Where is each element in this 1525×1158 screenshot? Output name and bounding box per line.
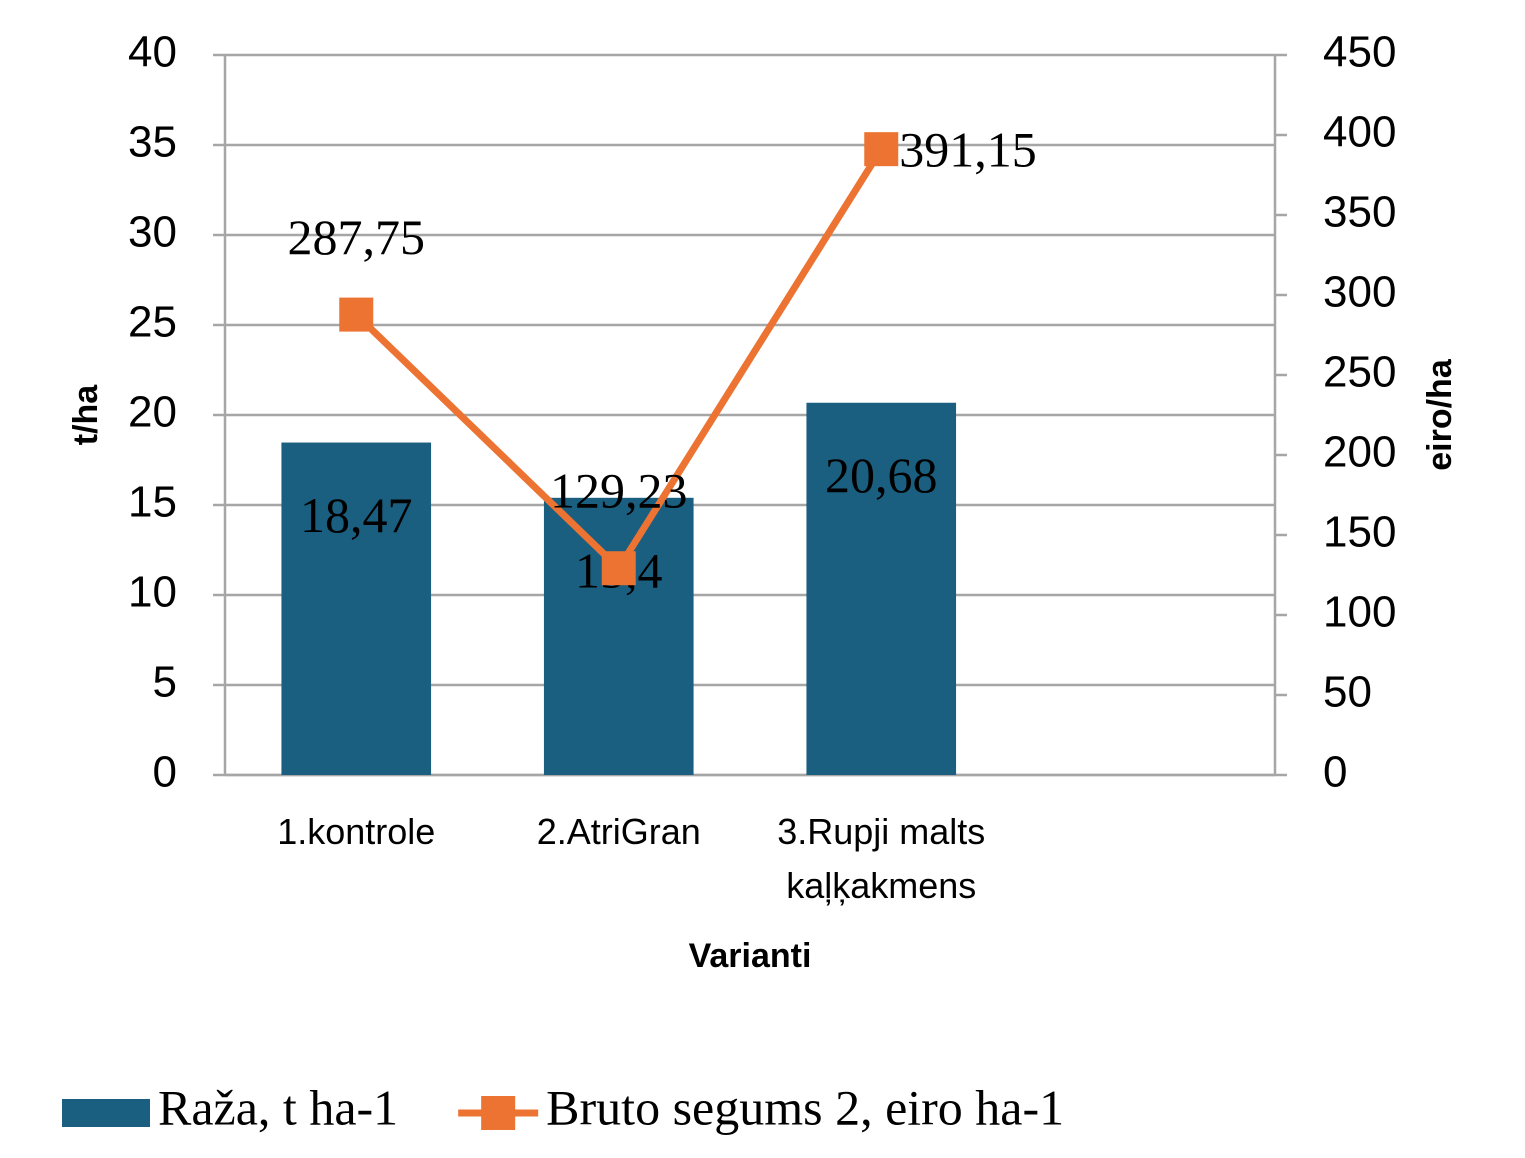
y-tick-label: 0 <box>153 748 177 797</box>
y2-tick-label: 150 <box>1323 508 1396 557</box>
data-label: 20,68 <box>825 447 938 503</box>
x-tick-label: 1.kontrole <box>277 811 436 852</box>
bar <box>806 402 957 775</box>
y-tick-label: 15 <box>128 478 177 527</box>
legend-swatch <box>62 1099 150 1127</box>
y-tick-label: 5 <box>153 658 177 707</box>
y-tick-label: 35 <box>128 118 177 167</box>
y-tick-label: 25 <box>128 298 177 347</box>
data-label: 129,23 <box>550 463 688 519</box>
x-tick-label-box: 3.Rupji malts kaļķakmens <box>777 811 986 906</box>
y2-tick-label: 250 <box>1323 348 1396 397</box>
legend-label: Bruto segums 2, eiro ha-1 <box>546 1079 1064 1135</box>
y-tick-label: 40 <box>128 28 177 77</box>
y2-tick-label: 450 <box>1323 28 1396 77</box>
line-marker <box>601 551 636 586</box>
bar <box>281 442 432 775</box>
legend-label: Raža, t ha-1 <box>158 1079 398 1135</box>
y2-axis-title: eiro/ha <box>1421 358 1459 471</box>
data-label: 391,15 <box>899 122 1037 178</box>
y2-tick-label: 300 <box>1323 268 1396 317</box>
y-tick-label: 10 <box>128 568 177 617</box>
line-marker <box>864 132 899 167</box>
y-axis-title: t/ha <box>67 384 105 446</box>
line-marker <box>339 297 374 332</box>
x-tick-label-box: 2.AtriGran <box>536 811 701 852</box>
x-tick-label-box: 1.kontrole <box>277 811 436 852</box>
y2-tick-label: 400 <box>1323 108 1396 157</box>
y2-tick-label: 200 <box>1323 428 1396 477</box>
x-axis-title: Varianti <box>689 937 812 975</box>
data-label: 287,75 <box>288 209 426 265</box>
x-tick-label: 3.Rupji malts kaļķakmens <box>777 811 986 906</box>
legend-marker <box>481 1096 516 1130</box>
y2-tick-label: 100 <box>1323 588 1396 637</box>
y-tick-label: 30 <box>128 208 177 257</box>
data-label: 18,47 <box>300 487 413 543</box>
y-tick-label: 20 <box>128 388 177 437</box>
y2-tick-label: 350 <box>1323 188 1396 237</box>
bar <box>543 497 694 775</box>
y2-tick-label: 0 <box>1323 748 1347 797</box>
y2-tick-label: 50 <box>1323 668 1372 717</box>
x-tick-label: 2.AtriGran <box>536 811 701 852</box>
